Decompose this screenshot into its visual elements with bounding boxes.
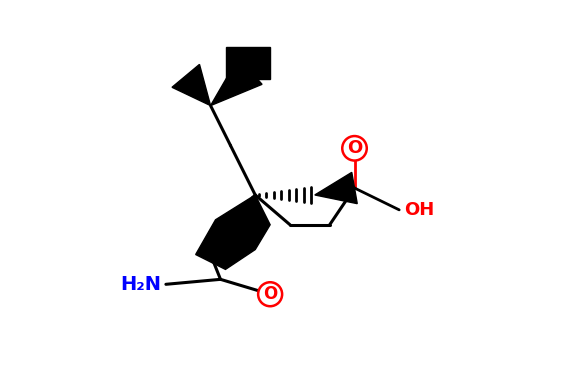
Polygon shape <box>211 57 262 106</box>
Polygon shape <box>196 195 270 269</box>
Polygon shape <box>226 47 270 79</box>
Polygon shape <box>315 173 357 204</box>
Text: O: O <box>347 139 362 157</box>
Text: O: O <box>263 285 277 303</box>
Text: H₂N: H₂N <box>120 275 161 294</box>
Text: OH: OH <box>404 201 434 219</box>
Polygon shape <box>172 64 211 106</box>
